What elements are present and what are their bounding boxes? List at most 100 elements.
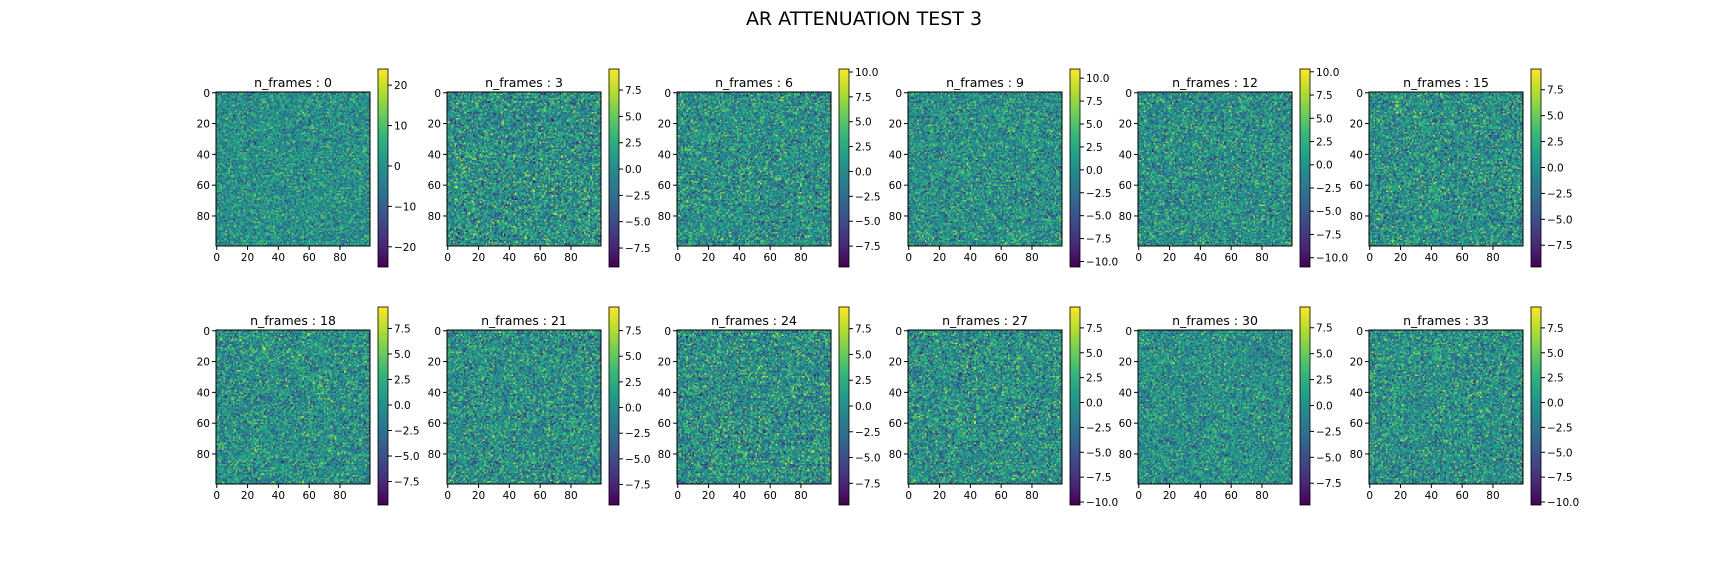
colorbar-tick-label: −7.5 [855,241,881,253]
axes-frame [907,329,1063,485]
colorbar-tick-label: 0.0 [1547,398,1564,410]
colorbar-tick-label: 10.0 [1086,73,1109,85]
y-tick-label: 0 [434,88,441,100]
colorbar-tick-label: 7.5 [855,92,872,104]
colorbar-tick-label: −7.5 [855,478,881,490]
x-tick-label: 80 [1025,490,1038,502]
colorbar-tick-label: −5.0 [625,217,651,229]
heatmap-image [216,92,370,246]
x-tick-label: 0 [213,252,220,264]
colorbar-tick-label: −7.5 [1086,472,1112,484]
colorbar-tick-label: 5.0 [1316,113,1333,125]
colorbar-tick-label: −5.0 [1086,211,1112,223]
x-tick-label: 0 [905,252,912,264]
x-tick-label: 60 [533,490,546,502]
x-tick-label: 60 [302,490,315,502]
colorbar-tick-label: 2.5 [1547,373,1564,385]
colorbar-tick-label: −2.5 [1547,422,1573,434]
x-tick-label: 60 [994,490,1007,502]
x-tick-label: 40 [1425,490,1438,502]
x-tick-label: 0 [1135,252,1142,264]
subplot-7: n_frames : 21 0 20 40 60 80 0 20 40 60 80 −7.5 −5.0 −… [428,306,651,506]
colorbar-tick-label: −2.5 [855,191,881,203]
figure-title: AR ATTENUATION TEST 3 [745,8,983,30]
colorbar-tick-label: −10.0 [1316,253,1348,265]
y-tick-label: 80 [197,211,210,223]
colorbar [608,306,620,506]
y-tick-label: 0 [1356,326,1363,338]
x-tick-label: 60 [1224,490,1237,502]
x-tick-label: 20 [472,252,485,264]
colorbar-tick-label: −7.5 [1316,229,1342,241]
colorbar-tick-label: −10.0 [1086,497,1118,509]
colorbar [608,68,620,268]
x-tick-label: 0 [213,490,220,502]
x-tick-label: 60 [763,490,776,502]
y-tick-label: 20 [658,357,671,369]
subplot-8: n_frames : 24 0 20 40 60 80 0 20 40 60 80 −7.5 −5.0 −… [658,306,881,506]
subplot-3: n_frames : 9 0 20 40 60 80 0 20 40 60 80 −10.0 −7.5 −… [889,68,1118,269]
y-tick-label: 80 [428,449,441,461]
y-tick-label: 80 [1350,449,1363,461]
x-tick-label: 60 [1224,252,1237,264]
colorbar-tick-label: 0.0 [855,401,872,413]
colorbar-tick-label: −5.0 [394,451,420,463]
heatmap-image [447,330,601,484]
x-tick-label: 0 [905,490,912,502]
subplot-title: n_frames : 12 [1172,75,1258,90]
subplot-title: n_frames : 0 [254,75,332,90]
x-tick-label: 0 [1366,252,1373,264]
colorbar-tick-label: −7.5 [1547,240,1573,252]
axes-frame [215,329,371,485]
colorbar-tick-label: 7.5 [1316,90,1333,102]
y-tick-label: 80 [889,211,902,223]
colorbar [1299,68,1311,268]
colorbar-tick-label: 7.5 [625,326,642,338]
x-tick-label: 40 [964,490,977,502]
y-tick-label: 20 [197,119,210,131]
colorbar-tick-label: −5.0 [855,216,881,228]
colorbar [1530,306,1542,506]
subplot-0: n_frames : 0 0 20 40 60 80 0 20 40 60 80 −20 −10 0 10 2… [197,68,416,268]
subplot-title: n_frames : 6 [715,75,793,90]
colorbar-tick-label: 10 [394,121,407,133]
axes-frame [676,329,832,485]
heatmap-image [908,92,1062,246]
colorbar-tick-label: −5.0 [1316,452,1342,464]
y-tick-label: 60 [889,180,902,192]
heatmap-image [1138,330,1292,484]
subplot-title: n_frames : 9 [946,75,1024,90]
colorbar-tick-label: 5.0 [1086,348,1103,360]
axes-frame [676,91,832,247]
colorbar [1530,68,1542,268]
y-tick-label: 80 [889,449,902,461]
y-tick-label: 20 [1350,357,1363,369]
colorbar [377,68,389,268]
x-tick-label: 40 [964,252,977,264]
x-tick-label: 20 [933,490,946,502]
x-tick-label: 20 [241,252,254,264]
subplot-10: n_frames : 30 0 20 40 60 80 0 20 40 60 80 −7.5 −5.0 −… [1119,306,1342,506]
colorbar [838,306,850,506]
y-tick-label: 40 [197,149,210,161]
colorbar-tick-label: 0.0 [1316,160,1333,172]
y-tick-label: 60 [1119,180,1132,192]
y-tick-label: 40 [889,387,902,399]
colorbar-tick-label: 2.5 [1316,137,1333,149]
x-tick-label: 40 [1425,252,1438,264]
heatmap-image [677,92,831,246]
colorbar-tick-label: −10 [394,201,416,213]
colorbar-tick-label: −2.5 [1316,426,1342,438]
subplot-title: n_frames : 15 [1403,75,1489,90]
colorbar-tick-label: 7.5 [855,324,872,336]
x-tick-label: 80 [1255,490,1268,502]
colorbar-tick-label: 7.5 [1086,96,1103,108]
x-tick-label: 20 [472,490,485,502]
colorbar-tick-label: 5.0 [1547,111,1564,123]
x-tick-label: 40 [503,490,516,502]
colorbar-tick-label: 7.5 [1547,85,1564,97]
y-tick-label: 40 [1119,387,1132,399]
y-tick-label: 40 [1119,149,1132,161]
x-tick-label: 60 [994,252,1007,264]
heatmap-image [216,330,370,484]
